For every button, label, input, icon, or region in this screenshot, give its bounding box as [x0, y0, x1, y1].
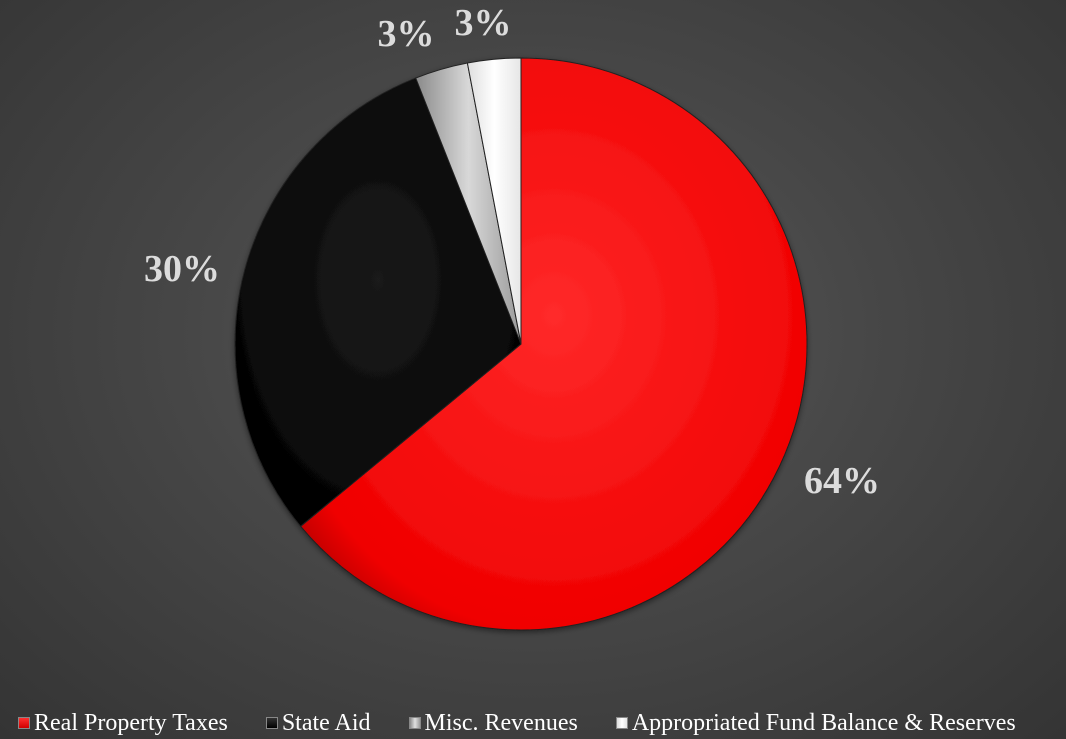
legend-item-appropriated-fund-balance-reserves: Appropriated Fund Balance & Reserves — [615, 709, 1016, 737]
data-label-real-property-taxes: 64% — [804, 460, 880, 502]
data-label-misc-revenues: 3% — [378, 13, 435, 55]
pie-slice-real-property-taxes — [299, 57, 808, 631]
pie-slices — [234, 57, 808, 631]
legend-label-real-property-taxes: Real Property Taxes — [34, 709, 228, 736]
data-labels: 64% 30% 3% 3% — [144, 2, 880, 502]
legend-label-state-aid: State Aid — [281, 709, 371, 736]
legend-swatch-appropriated-fund-balance-reserves — [615, 717, 628, 729]
legend: Real Property Taxes State Aid Misc. Revenu… — [18, 708, 1016, 738]
legend-item-misc-revenues: Misc. Revenues — [408, 709, 578, 737]
data-label-appropriated-fund-balance-reserves: 3% — [455, 2, 512, 44]
legend-item-real-property-taxes: Real Property Taxes — [18, 710, 228, 737]
legend-item-state-aid: State Aid — [265, 709, 371, 737]
data-label-state-aid: 30% — [144, 248, 220, 290]
legend-swatch-real-property-taxes — [18, 717, 30, 729]
legend-swatch-misc-revenues — [408, 717, 421, 729]
legend-label-misc-revenues: Misc. Revenues — [424, 709, 578, 736]
pie-slice-state-aid — [234, 77, 522, 528]
legend-swatch-state-aid — [265, 717, 278, 729]
legend-label-appropriated-fund-balance-reserves: Appropriated Fund Balance & Reserves — [631, 709, 1016, 736]
pie-slice-appropriated-fund-balance-reserves — [466, 57, 522, 345]
